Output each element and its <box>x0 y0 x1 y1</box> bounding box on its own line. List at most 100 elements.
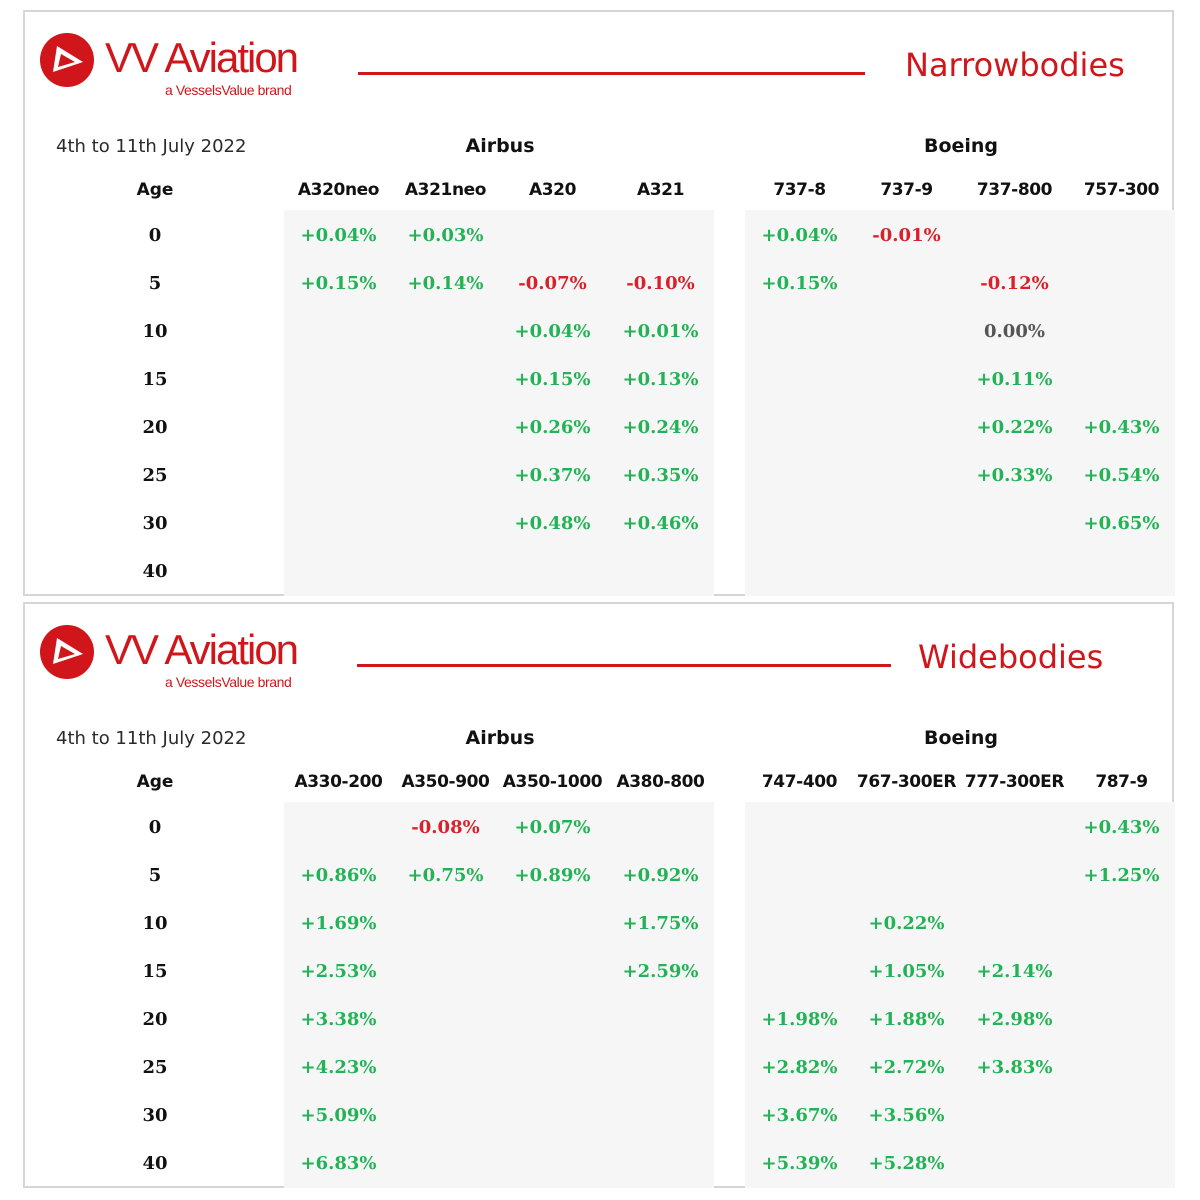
value-cell: +2.72% <box>868 1057 945 1078</box>
column-header-737-9: 737-9 <box>880 180 933 200</box>
value-cell: +0.48% <box>514 513 591 534</box>
brand-name: VV Aviation <box>105 34 299 81</box>
column-header-767-300er: 767-300ER <box>856 772 957 792</box>
value-cell: +2.14% <box>976 961 1053 982</box>
value-cell: +0.86% <box>300 865 377 886</box>
value-cell: +2.59% <box>622 961 699 982</box>
brand-name: VV Aviation <box>105 626 299 673</box>
column-header-a380-800: A380-800 <box>616 772 705 792</box>
value-cell: +5.28% <box>868 1153 945 1174</box>
value-cell: +0.75% <box>407 865 484 886</box>
date-range: 4th to 11th July 2022 <box>56 136 247 157</box>
age-label: 0 <box>148 225 162 246</box>
value-cell: +0.46% <box>622 513 699 534</box>
age-label: 15 <box>142 369 168 390</box>
brand-tagline: a VesselsValue brand <box>165 674 292 690</box>
header-rule <box>358 72 865 75</box>
value-cell: +2.53% <box>300 961 377 982</box>
value-cell: +0.13% <box>622 369 699 390</box>
vv-triangle-logo-icon <box>40 33 94 87</box>
column-header-a350-900: A350-900 <box>401 772 490 792</box>
column-header-a320neo: A320neo <box>297 180 380 200</box>
airbus-columns-background <box>284 210 714 596</box>
value-cell: +1.75% <box>622 913 699 934</box>
value-cell: +0.35% <box>622 465 699 486</box>
value-cell: -0.08% <box>411 817 480 838</box>
column-header-777-300er: 777-300ER <box>964 772 1065 792</box>
value-cell: +0.15% <box>761 273 838 294</box>
age-label: 25 <box>142 1057 168 1078</box>
column-header-787-9: 787-9 <box>1095 772 1148 792</box>
value-cell: +0.04% <box>514 321 591 342</box>
value-cell: +0.22% <box>868 913 945 934</box>
value-cell: 0.00% <box>984 321 1045 342</box>
column-header-747-400: 747-400 <box>761 772 838 792</box>
value-cell: +0.24% <box>622 417 699 438</box>
value-cell: +0.14% <box>407 273 484 294</box>
column-header-a330-200: A330-200 <box>294 772 383 792</box>
value-cell: +6.83% <box>300 1153 377 1174</box>
value-cell: +1.98% <box>761 1009 838 1030</box>
value-cell: +0.33% <box>976 465 1053 486</box>
airbus-columns-background <box>284 802 714 1188</box>
column-header-a350-1000: A350-1000 <box>502 772 603 792</box>
value-cell: -0.12% <box>980 273 1049 294</box>
value-cell: +3.38% <box>300 1009 377 1030</box>
column-header-a320: A320 <box>528 180 577 200</box>
value-cell: +4.23% <box>300 1057 377 1078</box>
value-cell: +0.89% <box>514 865 591 886</box>
boeing-columns-background <box>745 802 1175 1188</box>
value-cell: +1.88% <box>868 1009 945 1030</box>
value-cell: +0.43% <box>1083 817 1160 838</box>
brand-logo: VV Aviation a VesselsValue brand <box>39 32 339 102</box>
age-label: 30 <box>142 513 168 534</box>
age-label: 5 <box>148 865 162 886</box>
value-cell: +0.26% <box>514 417 591 438</box>
age-label: 30 <box>142 1105 168 1126</box>
column-header-757-300: 757-300 <box>1083 180 1160 200</box>
age-label: 20 <box>142 1009 168 1030</box>
narrowbodies-panel: VV Aviation a VesselsValue brand Narrowb… <box>23 10 1175 596</box>
value-cell: +0.54% <box>1083 465 1160 486</box>
age-label: 20 <box>142 417 168 438</box>
value-cell: +5.09% <box>300 1105 377 1126</box>
brand-tagline: a VesselsValue brand <box>165 82 292 98</box>
group-header-airbus: Airbus <box>465 135 535 157</box>
value-cell: +0.03% <box>407 225 484 246</box>
value-cell: +0.15% <box>300 273 377 294</box>
value-cell: +0.43% <box>1083 417 1160 438</box>
value-cell: -0.07% <box>518 273 587 294</box>
value-cell: +0.01% <box>622 321 699 342</box>
value-cell: +0.15% <box>514 369 591 390</box>
value-cell: -0.01% <box>872 225 941 246</box>
column-header-a321neo: A321neo <box>404 180 487 200</box>
value-cell: +0.04% <box>761 225 838 246</box>
vv-triangle-logo-icon <box>40 625 94 679</box>
value-cell: +0.07% <box>514 817 591 838</box>
value-cell: +2.98% <box>976 1009 1053 1030</box>
age-label: 10 <box>142 913 168 934</box>
value-cell: +2.82% <box>761 1057 838 1078</box>
section-title: Narrowbodies <box>905 46 1125 84</box>
group-header-airbus: Airbus <box>465 727 535 749</box>
age-label: 5 <box>148 273 162 294</box>
group-header-boeing: Boeing <box>923 135 999 157</box>
column-header-737-8: 737-8 <box>773 180 826 200</box>
section-title: Widebodies <box>918 638 1104 676</box>
age-label: 25 <box>142 465 168 486</box>
value-cell: +0.92% <box>622 865 699 886</box>
column-header-737-800: 737-800 <box>976 180 1053 200</box>
value-cell: +0.04% <box>300 225 377 246</box>
age-label: 10 <box>142 321 168 342</box>
age-label: 40 <box>142 1153 168 1174</box>
value-cell: +0.37% <box>514 465 591 486</box>
value-cell: +1.05% <box>868 961 945 982</box>
value-cell: -0.10% <box>626 273 695 294</box>
value-cell: +3.83% <box>976 1057 1053 1078</box>
age-column-header: Age <box>136 180 174 200</box>
value-cell: +0.22% <box>976 417 1053 438</box>
date-range: 4th to 11th July 2022 <box>56 728 247 749</box>
header-rule <box>357 664 891 667</box>
brand-logo: VV Aviation a VesselsValue brand <box>39 624 339 694</box>
value-cell: +1.69% <box>300 913 377 934</box>
